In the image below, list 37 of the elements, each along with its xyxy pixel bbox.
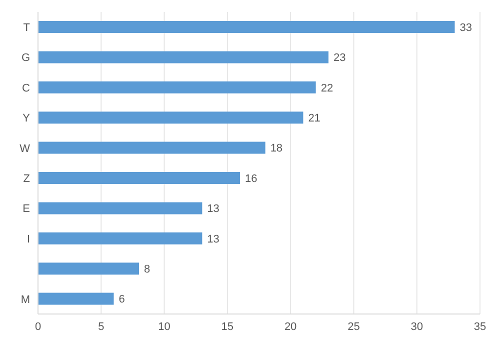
x-tick-label: 10 bbox=[158, 320, 170, 333]
bar bbox=[38, 51, 328, 64]
x-tick-label: 35 bbox=[474, 320, 486, 333]
data-label: 21 bbox=[308, 112, 320, 125]
x-tick-label: 30 bbox=[410, 320, 423, 333]
y-tick-label: T bbox=[23, 22, 30, 34]
bar bbox=[38, 202, 202, 214]
y-tick-label: W bbox=[20, 142, 31, 155]
x-tick-label: 25 bbox=[348, 320, 360, 333]
x-tick-label: 15 bbox=[221, 320, 234, 333]
data-label: 22 bbox=[320, 82, 334, 94]
y-tick-label: Z bbox=[23, 173, 30, 186]
data-label: 33 bbox=[460, 22, 472, 34]
bar bbox=[38, 112, 304, 124]
data-label: 6 bbox=[118, 294, 125, 306]
x-tick-label: 5 bbox=[98, 320, 104, 333]
data-label: 18 bbox=[270, 142, 283, 155]
bar bbox=[38, 232, 202, 244]
y-tick-label: G bbox=[21, 52, 30, 64]
bar bbox=[38, 21, 455, 33]
data-label: 13 bbox=[207, 203, 220, 216]
bar bbox=[38, 172, 240, 184]
bar bbox=[38, 81, 316, 94]
bar bbox=[38, 292, 114, 305]
y-tick-label: Y bbox=[22, 112, 31, 125]
data-label: 8 bbox=[144, 264, 150, 276]
data-label: 16 bbox=[245, 172, 258, 185]
y-tick-label: M bbox=[20, 294, 30, 306]
x-tick-label: 20 bbox=[284, 320, 297, 333]
bar bbox=[38, 142, 266, 154]
data-label: 23 bbox=[333, 52, 346, 64]
bar bbox=[38, 262, 140, 275]
y-tick-label: C bbox=[22, 82, 30, 94]
y-tick-label: I bbox=[26, 233, 30, 246]
data-label: 13 bbox=[207, 233, 220, 246]
x-tick-label: 0 bbox=[34, 320, 42, 333]
y-tick-label: E bbox=[22, 203, 30, 216]
